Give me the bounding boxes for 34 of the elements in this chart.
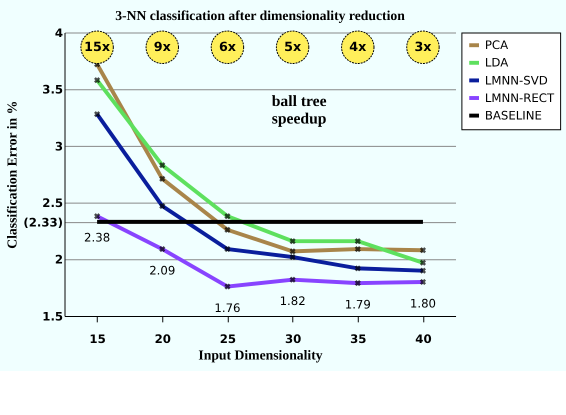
data-label: 1.82 — [280, 294, 306, 308]
data-label: 1.80 — [410, 296, 436, 310]
chart-title: 3-NN classification after dimensionality reduction — [115, 8, 406, 23]
y-tick-label: 3.5 — [42, 82, 64, 97]
y-axis-title: Classification Error in % — [4, 100, 20, 249]
legend-label: LMNN-RECT — [484, 90, 555, 105]
legend-label: BASELINE — [484, 108, 542, 123]
legend-label: PCA — [484, 38, 508, 52]
data-label: 2.38 — [84, 230, 110, 245]
y-tick-label: (2.33) — [23, 215, 64, 230]
legend-label: LMNN-SVD — [484, 73, 548, 88]
annotation: 6x — [218, 39, 236, 54]
data-label: 1.76 — [214, 300, 240, 315]
legend-label: LDA — [484, 56, 508, 70]
x-tick-label: 35 — [350, 332, 366, 346]
annotation: ball tree speedup — [272, 92, 327, 128]
data-label: 1.79 — [344, 298, 371, 312]
x-tick-label: 15 — [89, 332, 106, 346]
x-tick-label: 25 — [220, 332, 236, 346]
x-tick-label: 40 — [415, 332, 432, 346]
y-tick-label: 2 — [54, 252, 64, 267]
x-axis-title: Input Dimensionality — [198, 348, 323, 363]
annotation: 5x — [284, 39, 302, 54]
y-tick-label: 3 — [54, 139, 64, 154]
data-label: 2.09 — [149, 264, 176, 278]
y-tick-label: 1.5 — [42, 309, 64, 324]
x-tick-label: 30 — [284, 332, 302, 346]
annotation: 15x — [84, 39, 110, 54]
annotation: 4x — [349, 39, 366, 54]
annotation: 3x — [414, 39, 432, 54]
y-tick-label: 2.5 — [42, 196, 64, 210]
y-tick-label: 4 — [54, 26, 64, 40]
x-tick-label: 20 — [154, 332, 171, 346]
annotation: 9x — [154, 39, 171, 54]
